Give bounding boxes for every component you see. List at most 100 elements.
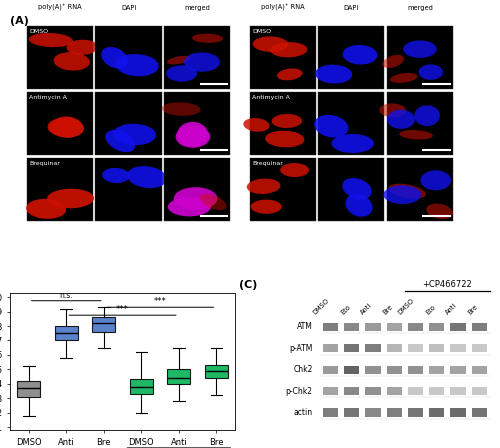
Ellipse shape: [192, 34, 223, 43]
Bar: [472, 366, 487, 374]
Bar: [27, 92, 93, 155]
Bar: [408, 323, 423, 331]
Ellipse shape: [270, 42, 308, 57]
Bar: [164, 158, 230, 221]
Text: Brequinar: Brequinar: [252, 161, 283, 166]
Ellipse shape: [426, 203, 453, 219]
Text: (A): (A): [10, 16, 29, 26]
Ellipse shape: [51, 116, 83, 138]
Ellipse shape: [252, 36, 288, 52]
Bar: [472, 387, 487, 395]
Ellipse shape: [342, 178, 372, 199]
Ellipse shape: [314, 115, 348, 138]
Bar: [344, 409, 360, 417]
Text: DAPI: DAPI: [344, 5, 359, 11]
Bar: [408, 387, 423, 395]
Bar: [386, 323, 402, 331]
Ellipse shape: [167, 56, 191, 65]
Ellipse shape: [48, 118, 84, 138]
Bar: [450, 387, 466, 395]
Bar: [344, 323, 360, 331]
Bar: [250, 26, 316, 89]
Bar: [450, 344, 466, 353]
Text: poly(A)⁺ RNA: poly(A)⁺ RNA: [38, 4, 82, 11]
Ellipse shape: [332, 134, 374, 153]
Bar: [429, 366, 444, 374]
Text: ATM: ATM: [297, 323, 312, 332]
Ellipse shape: [388, 184, 426, 198]
Ellipse shape: [54, 52, 90, 71]
Bar: [344, 344, 360, 353]
Ellipse shape: [387, 110, 415, 129]
Bar: [450, 323, 466, 331]
Bar: [386, 344, 402, 353]
Ellipse shape: [116, 54, 158, 76]
Bar: [408, 366, 423, 374]
Ellipse shape: [342, 45, 378, 65]
Bar: [323, 387, 338, 395]
Bar: [27, 26, 93, 89]
Bar: [429, 409, 444, 417]
Bar: [387, 26, 453, 89]
Ellipse shape: [168, 197, 211, 216]
Bar: [164, 92, 230, 155]
Ellipse shape: [66, 40, 98, 55]
Bar: [387, 158, 453, 221]
Text: poly(A)⁺ RNA: poly(A)⁺ RNA: [261, 4, 304, 11]
Ellipse shape: [382, 55, 404, 68]
Bar: [250, 92, 316, 155]
Ellipse shape: [166, 65, 197, 82]
Bar: [450, 366, 466, 374]
Bar: [164, 26, 230, 89]
Ellipse shape: [400, 130, 433, 139]
Bar: [386, 409, 402, 417]
Text: Antimycin A: Antimycin A: [252, 95, 290, 100]
Bar: [344, 366, 360, 374]
Text: Bre: Bre: [467, 304, 479, 316]
PathPatch shape: [204, 365, 228, 378]
Bar: [429, 344, 444, 353]
Bar: [366, 409, 380, 417]
Text: Anti: Anti: [444, 302, 458, 316]
Bar: [472, 344, 487, 353]
Ellipse shape: [174, 187, 218, 210]
Ellipse shape: [184, 52, 220, 72]
Ellipse shape: [244, 118, 270, 132]
Ellipse shape: [247, 178, 280, 194]
Ellipse shape: [418, 65, 443, 80]
Ellipse shape: [420, 170, 451, 190]
Bar: [450, 409, 466, 417]
PathPatch shape: [92, 317, 116, 332]
PathPatch shape: [167, 370, 190, 384]
Ellipse shape: [47, 189, 94, 208]
Bar: [366, 344, 380, 353]
Ellipse shape: [265, 131, 304, 147]
Bar: [344, 387, 360, 395]
Ellipse shape: [403, 40, 436, 58]
PathPatch shape: [130, 379, 153, 394]
PathPatch shape: [17, 381, 40, 397]
Text: DMSO: DMSO: [312, 298, 330, 316]
Bar: [323, 366, 338, 374]
Bar: [408, 344, 423, 353]
Bar: [387, 92, 453, 155]
Text: Bre: Bre: [382, 304, 394, 316]
Text: Antimycin A: Antimycin A: [29, 95, 67, 100]
Text: p-ATM: p-ATM: [290, 344, 312, 353]
Ellipse shape: [127, 166, 167, 188]
Bar: [96, 26, 162, 89]
Bar: [318, 158, 384, 221]
Ellipse shape: [390, 73, 417, 83]
Ellipse shape: [272, 114, 302, 128]
Ellipse shape: [280, 163, 309, 177]
Ellipse shape: [414, 105, 440, 126]
Bar: [366, 323, 380, 331]
Text: DMSO: DMSO: [397, 298, 415, 316]
Text: Eto: Eto: [340, 304, 351, 316]
Text: Anti: Anti: [360, 302, 373, 316]
Text: Chk2: Chk2: [294, 365, 312, 374]
Ellipse shape: [28, 33, 73, 47]
Text: merged: merged: [184, 5, 210, 11]
Text: Brequinar: Brequinar: [29, 161, 60, 166]
Bar: [429, 387, 444, 395]
